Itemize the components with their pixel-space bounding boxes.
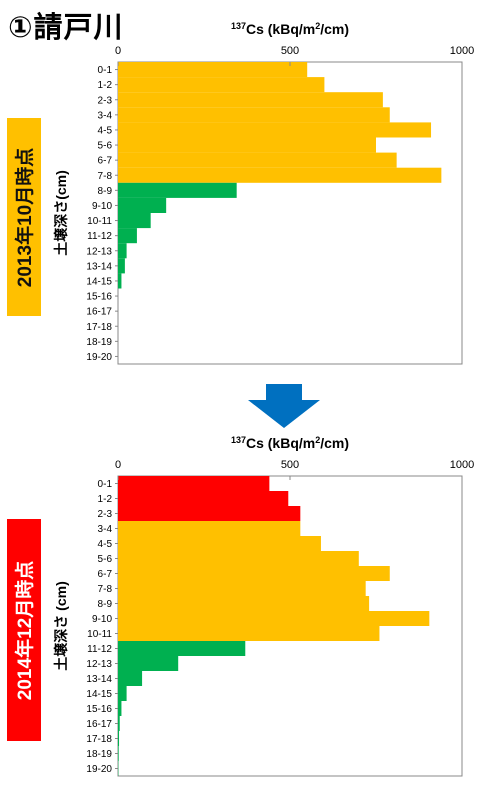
category-label: 1-2 [98, 80, 113, 91]
category-label: 14-15 [86, 276, 112, 287]
x-tick-label: 0 [115, 45, 121, 57]
bar-16-17 [118, 716, 120, 731]
category-label: 4-5 [98, 125, 113, 136]
bar-6-7 [118, 566, 390, 581]
chart-2013: 137Cs (kBq/m2/cm) 0 500 1000 0-1 1-2 2-3 3-4 4-5… [53, 21, 474, 365]
bar-6-7 [118, 152, 397, 168]
bar-7-8 [118, 167, 442, 183]
category-label: 19-20 [86, 352, 112, 363]
category-label: 10-11 [87, 216, 112, 227]
category-label: 16-17 [86, 307, 112, 318]
category-label: 5-6 [98, 554, 113, 565]
bar-1-2 [118, 491, 289, 506]
category-label: 3-4 [98, 524, 113, 535]
bar-13-14 [118, 258, 125, 274]
page-title: ①請戸川 [8, 12, 124, 44]
category-label: 9-10 [92, 201, 112, 212]
bar-7-8 [118, 581, 366, 596]
chart1-date-label: 2013年10月時点 [7, 118, 41, 316]
category-label: 13-14 [86, 674, 112, 685]
category-label: 13-14 [86, 261, 112, 272]
category-label: 1-2 [98, 494, 113, 505]
category-label: 18-19 [86, 749, 112, 760]
category-label: 3-4 [98, 110, 113, 121]
bar-12-13 [118, 656, 179, 671]
category-label: 10-11 [87, 629, 112, 640]
category-label: 15-16 [86, 704, 112, 715]
chart2-date-label: 2014年12月時点 [7, 519, 41, 741]
category-label: 14-15 [86, 689, 112, 700]
category-label: 12-13 [86, 659, 112, 670]
bar-8-9 [118, 182, 237, 198]
category-label: 2-3 [98, 509, 113, 520]
bar-0-1 [118, 62, 308, 78]
x-tick-label: 0 [115, 459, 121, 471]
y-axis-label: 土壌深さ (cm) [53, 581, 69, 670]
bar-3-4 [118, 521, 301, 536]
category-label: 8-9 [98, 186, 113, 197]
category-label: 7-8 [98, 584, 113, 595]
bar-1-2 [118, 77, 325, 93]
x-tick-label: 500 [281, 45, 299, 57]
bar-10-11 [118, 626, 380, 641]
bar-13-14 [118, 671, 143, 686]
bar-9-10 [118, 197, 167, 213]
x-tick-label: 1000 [450, 45, 474, 57]
bar-2-3 [118, 506, 301, 521]
bar-9-10 [118, 611, 430, 626]
x-axis-title: 137Cs (kBq/m2/cm) [231, 21, 349, 37]
bar-4-5 [118, 122, 432, 138]
y-axis-label: 土壌深さ(cm) [53, 170, 69, 256]
category-label: 16-17 [86, 719, 112, 730]
category-label: 17-18 [86, 734, 112, 745]
bar-5-6 [118, 137, 376, 153]
category-label: 19-20 [86, 764, 112, 775]
category-label: 7-8 [98, 171, 113, 182]
category-label: 18-19 [86, 337, 112, 348]
category-label: 4-5 [98, 539, 113, 550]
x-axis-title: 137Cs (kBq/m2/cm) [231, 435, 349, 451]
category-label: 5-6 [98, 141, 113, 152]
chart-2014: 137Cs (kBq/m2/cm) 0 500 1000 0-1 1-2 2-3 3-4 4-5… [53, 435, 474, 777]
category-label: 2-3 [98, 95, 113, 106]
category-label: 9-10 [92, 614, 112, 625]
bar-10-11 [118, 213, 151, 229]
category-label: 6-7 [98, 569, 113, 580]
bar-15-16 [118, 701, 122, 716]
category-label: 0-1 [98, 65, 113, 76]
down-arrow-icon [248, 384, 320, 428]
bar-4-5 [118, 536, 321, 551]
bar-5-6 [118, 551, 359, 566]
x-tick-label: 1000 [450, 459, 474, 471]
bar-17-18 [118, 731, 120, 746]
bar-8-9 [118, 596, 370, 611]
category-label: 11-12 [87, 644, 112, 655]
bar-12-13 [118, 243, 127, 259]
category-label: 6-7 [98, 156, 113, 167]
bar-11-12 [118, 641, 246, 656]
bar-11-12 [118, 228, 137, 244]
category-label: 8-9 [98, 599, 113, 610]
category-label: 11-12 [87, 231, 112, 242]
bar-0-1 [118, 476, 270, 491]
bar-18-19 [118, 746, 119, 761]
bar-14-15 [118, 686, 127, 701]
category-label: 17-18 [86, 322, 112, 333]
bar-2-3 [118, 92, 383, 108]
category-label: 12-13 [86, 246, 112, 257]
bar-14-15 [118, 273, 122, 289]
category-label: 15-16 [86, 292, 112, 303]
category-label: 0-1 [98, 479, 113, 490]
x-tick-label: 500 [281, 459, 299, 471]
bar-3-4 [118, 107, 390, 123]
